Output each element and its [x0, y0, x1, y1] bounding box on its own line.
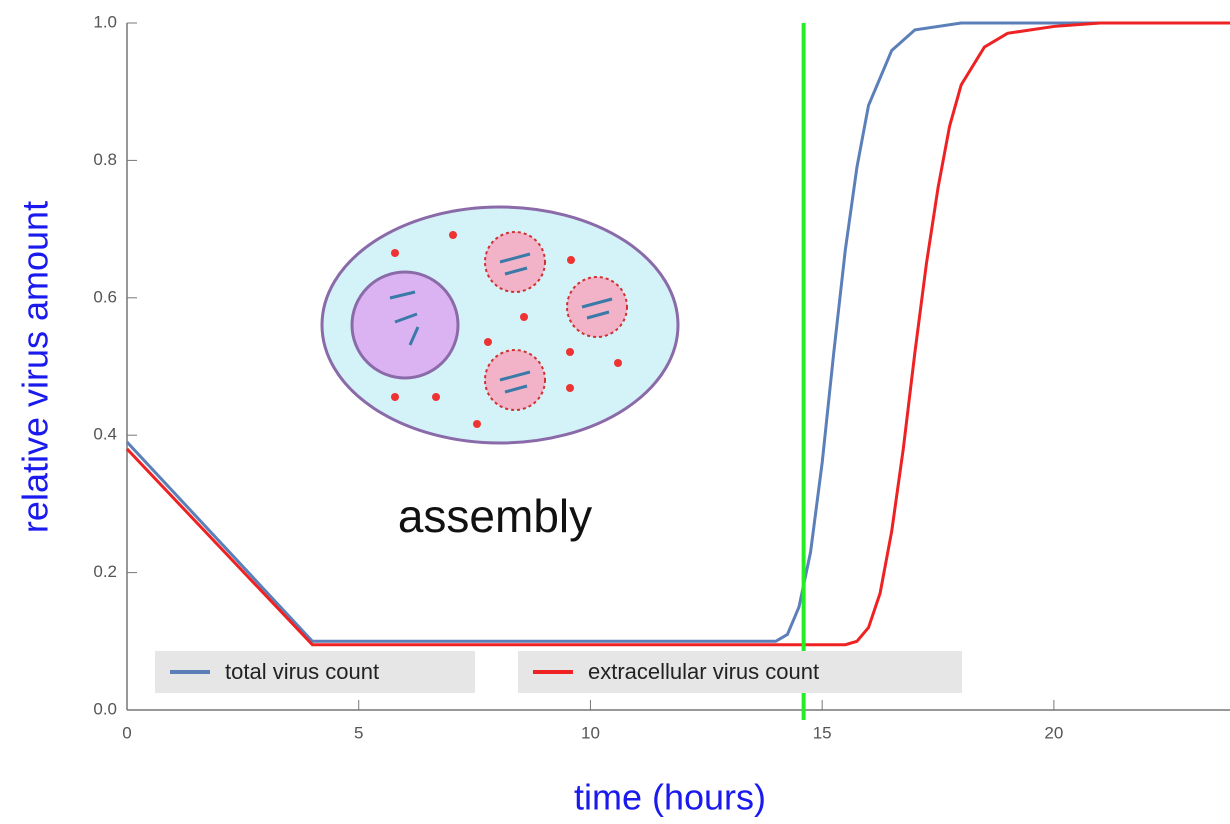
y-tick-label: 1.0 — [93, 12, 117, 31]
y-tick-label: 0.8 — [93, 150, 117, 169]
y-tick-label: 0.4 — [93, 425, 117, 444]
series-line — [125, 21, 1230, 643]
y-tick-label: 0.2 — [93, 562, 117, 581]
x-tick-label: 10 — [581, 723, 600, 742]
x-axis-title: time (hours) — [574, 777, 766, 818]
x-tick-label: 5 — [354, 723, 363, 742]
series-line — [125, 21, 1230, 647]
y-tick-label: 0.6 — [93, 287, 117, 306]
y-tick-label: 0.0 — [93, 699, 117, 718]
annotation: assembly — [398, 490, 592, 542]
legend-box — [518, 651, 962, 693]
legend-label: total virus count — [225, 659, 379, 684]
x-tick-label: 20 — [1044, 723, 1063, 742]
x-tick-label: 15 — [813, 723, 832, 742]
y-axis-title: relative virus amount — [15, 201, 56, 533]
x-tick-label: 0 — [122, 723, 131, 742]
legend-label: extracellular virus count — [588, 659, 819, 684]
cell-illustration — [320, 205, 680, 445]
